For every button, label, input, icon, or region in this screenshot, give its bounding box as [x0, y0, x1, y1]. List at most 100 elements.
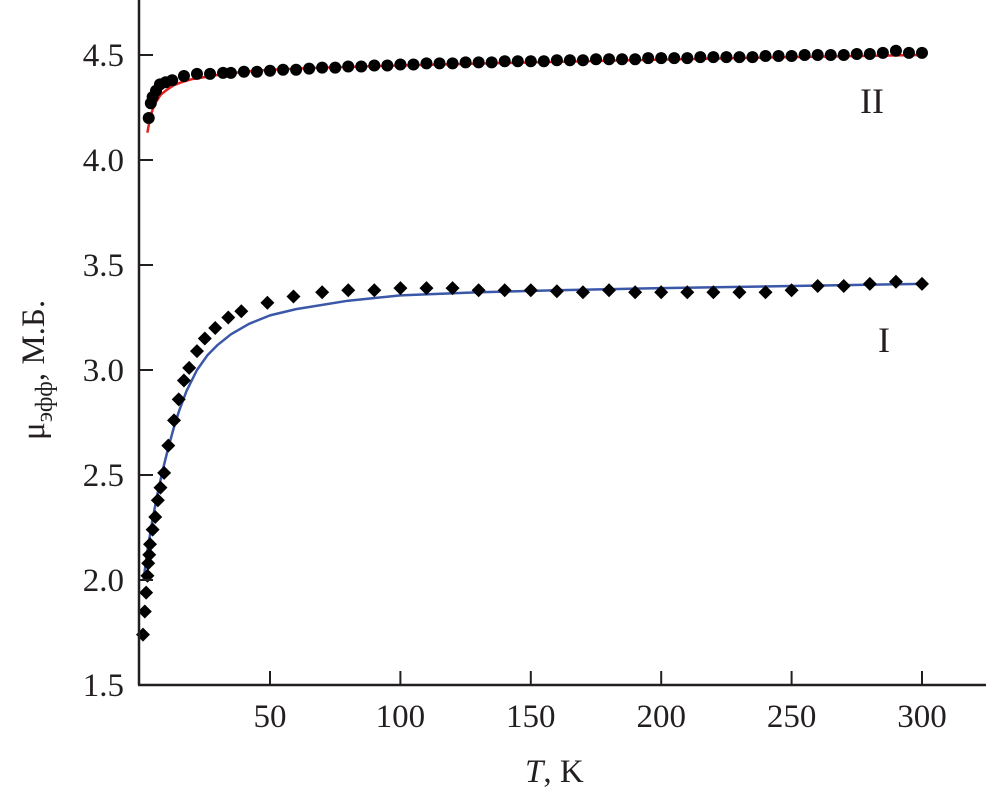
x-tick-label: 200	[636, 699, 686, 735]
x-tick-label: 150	[506, 699, 556, 735]
series-II-point	[394, 58, 407, 71]
series-II-point	[824, 49, 837, 61]
series-I-point	[784, 283, 799, 298]
series-II-point	[303, 62, 316, 75]
series-II-point	[785, 50, 798, 63]
series-II-point	[381, 59, 394, 72]
series-I-point	[234, 304, 249, 319]
annotation-II: II	[860, 81, 884, 121]
x-tick-label: 100	[376, 699, 426, 735]
series-II-point	[420, 57, 433, 70]
series-I-point	[141, 556, 156, 571]
series-II-point	[889, 44, 902, 57]
series-II-point	[190, 67, 203, 80]
annotation-I: I	[878, 320, 890, 360]
data-points	[135, 44, 929, 642]
series-I-point	[419, 281, 434, 296]
x-tick-label: 50	[254, 699, 287, 735]
series-I-point	[150, 493, 165, 508]
series-I-point	[176, 373, 191, 388]
series-II-point	[681, 52, 694, 65]
series-II-point	[204, 67, 217, 80]
series-II-point	[277, 63, 290, 76]
series-II-point	[668, 52, 681, 65]
series-I-point	[197, 331, 212, 346]
series-II-point	[603, 53, 616, 66]
series-I-point	[393, 281, 408, 296]
y-tick-label: 3.0	[83, 353, 124, 389]
series-I-point	[189, 344, 204, 359]
y-axis-title: μэфф, М.Б.	[16, 300, 58, 440]
series-I-point	[549, 284, 564, 299]
series-I-point	[148, 510, 163, 524]
series-II-point	[316, 61, 329, 74]
series-I-point	[810, 279, 825, 293]
series-II-point	[329, 61, 342, 74]
series-II-point	[511, 55, 524, 68]
series-I-point	[497, 283, 512, 298]
series-II-point	[837, 49, 850, 61]
x-axis-unit: , K	[543, 754, 584, 790]
series-I-point	[445, 281, 460, 296]
series-II-point	[655, 52, 668, 65]
series-II-point	[485, 56, 498, 69]
y-tick-label: 4.0	[83, 143, 124, 179]
series-I-point	[888, 274, 903, 289]
series-II-point	[290, 63, 303, 76]
series-I-point	[732, 285, 747, 300]
series-I-point	[654, 285, 669, 300]
series-II-point	[720, 51, 733, 64]
series-I-point	[680, 285, 695, 300]
series-II-point	[707, 51, 720, 64]
series-I-point	[341, 283, 356, 298]
series-II-point	[798, 49, 811, 61]
series-II-point	[876, 46, 889, 59]
y-axis-unit: , М.Б.	[16, 300, 52, 381]
fit-I-line	[142, 282, 923, 581]
y-tick-label: 4.5	[83, 38, 124, 74]
series-II-point	[446, 57, 459, 70]
x-axis-var: T	[525, 754, 546, 790]
series-I-point	[367, 283, 382, 298]
series-I-point	[157, 465, 172, 480]
series-I-point	[706, 285, 721, 300]
series-II-point	[355, 60, 368, 73]
series-II-point	[733, 51, 746, 64]
series-II-point	[237, 65, 250, 78]
series-II-point	[563, 54, 576, 67]
series-I-point	[139, 585, 154, 600]
series-II-point	[342, 60, 355, 73]
series-II-point	[863, 47, 876, 60]
x-tick-label: 300	[897, 699, 947, 735]
series-I-point	[161, 438, 176, 453]
series-II-point	[264, 64, 276, 77]
series-II-point	[916, 46, 928, 59]
series-I-point	[862, 276, 877, 291]
series-I-point	[171, 392, 186, 407]
series-I-point	[286, 289, 301, 304]
series-I-point	[221, 310, 236, 325]
x-axis-title: T, K	[525, 754, 584, 790]
series-I-point	[182, 360, 197, 375]
series-I-point	[208, 321, 223, 335]
series-II-point	[550, 54, 563, 67]
series-II-point	[472, 56, 485, 69]
series-II-point	[250, 65, 263, 78]
series-II-point	[576, 54, 589, 67]
series-II-point	[759, 50, 772, 63]
series-II-point	[407, 58, 420, 71]
series-I-point	[471, 283, 486, 298]
series-II-point	[459, 56, 472, 69]
y-tick-label: 1.5	[83, 668, 124, 704]
series-II-point	[524, 55, 537, 68]
series-I-point	[758, 285, 773, 300]
series-I-point	[145, 522, 160, 537]
series-II-point	[590, 53, 602, 66]
y-tick-label: 2.0	[83, 563, 124, 599]
series-II-point	[629, 53, 642, 66]
series-II-point	[616, 53, 629, 66]
series-II-point	[772, 50, 785, 63]
series-I-point	[142, 547, 157, 562]
series-I-point	[602, 283, 617, 298]
